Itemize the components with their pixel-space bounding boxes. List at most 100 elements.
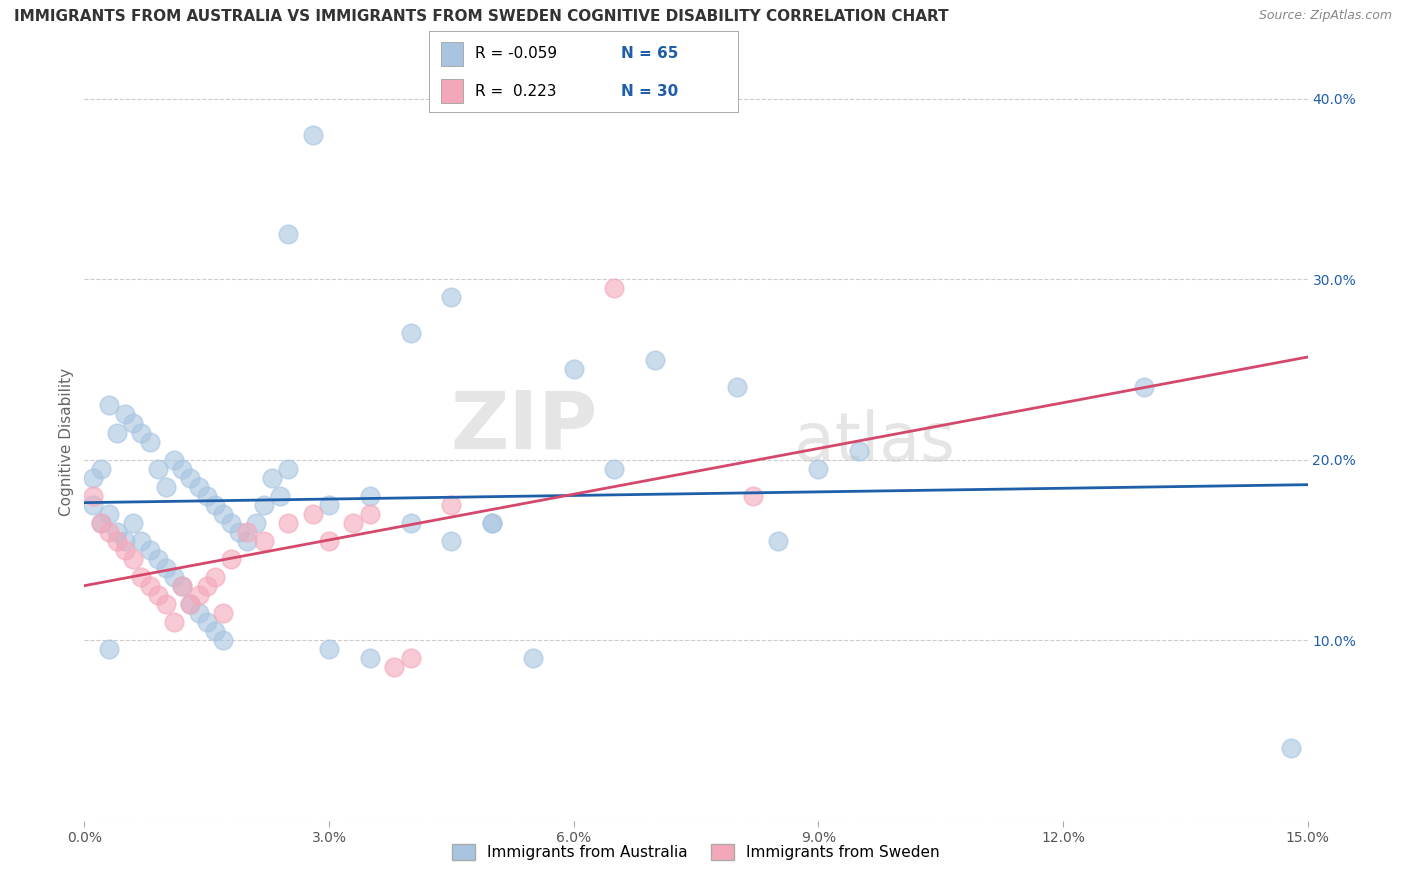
Point (260, 470, 283, 484)
Point (253, 533, 276, 548)
Point (97, 399, 120, 413)
Point (97, 642, 120, 657)
Point (187, 606, 209, 620)
Point (212, 507, 235, 521)
Point (342, 516, 364, 530)
Point (481, 516, 503, 530)
Point (122, 552, 145, 566)
Point (82, 498, 104, 512)
Text: IMMIGRANTS FROM AUSTRALIA VS IMMIGRANTS FROM SWEDEN COGNITIVE DISABILITY CORRELA: IMMIGRANTS FROM AUSTRALIA VS IMMIGRANTS … (14, 9, 949, 24)
Point (212, 633, 235, 648)
Point (187, 588, 209, 602)
Point (1133, 380, 1156, 394)
Point (155, 480, 177, 494)
Point (163, 452, 186, 467)
Point (277, 227, 299, 241)
Point (172, 579, 194, 593)
Point (725, 380, 748, 394)
Point (138, 579, 160, 593)
Point (105, 524, 128, 539)
Point (163, 570, 186, 584)
Point (228, 524, 250, 539)
Point (359, 489, 381, 503)
Point (807, 461, 830, 475)
Point (245, 516, 267, 530)
Point (644, 353, 666, 368)
Point (179, 597, 201, 611)
Point (301, 128, 323, 142)
Point (82, 470, 104, 484)
Point (440, 498, 463, 512)
Point (90, 516, 112, 530)
Point (253, 498, 276, 512)
Point (114, 408, 136, 422)
Point (562, 362, 585, 376)
Point (155, 597, 177, 611)
Point (766, 533, 789, 548)
Text: N = 30: N = 30 (620, 84, 678, 99)
Point (603, 281, 626, 295)
Point (440, 533, 463, 548)
Point (848, 443, 870, 458)
Point (236, 524, 259, 539)
Point (172, 579, 194, 593)
Point (131, 425, 153, 440)
Legend: Immigrants from Australia, Immigrants from Sweden: Immigrants from Australia, Immigrants fr… (446, 838, 946, 866)
FancyBboxPatch shape (441, 42, 463, 66)
Point (105, 533, 128, 548)
Point (204, 498, 226, 512)
Point (440, 290, 463, 304)
Point (359, 507, 381, 521)
Point (146, 461, 169, 475)
Point (277, 516, 299, 530)
Point (318, 642, 340, 657)
Point (172, 461, 194, 475)
Text: R =  0.223: R = 0.223 (475, 84, 557, 99)
Point (399, 326, 422, 341)
Point (82, 489, 104, 503)
Point (97, 507, 120, 521)
Point (131, 570, 153, 584)
Point (219, 516, 242, 530)
Point (179, 597, 201, 611)
Point (146, 552, 169, 566)
Point (318, 498, 340, 512)
Point (204, 624, 226, 639)
Text: ZIP: ZIP (451, 387, 598, 466)
Point (219, 552, 242, 566)
Point (603, 461, 626, 475)
Point (382, 660, 405, 674)
Point (399, 516, 422, 530)
Point (146, 588, 169, 602)
Point (90, 516, 112, 530)
Point (138, 542, 160, 557)
Point (522, 651, 544, 665)
Point (90, 461, 112, 475)
Point (318, 533, 340, 548)
Point (131, 533, 153, 548)
Point (179, 470, 201, 484)
Point (236, 533, 259, 548)
Text: R = -0.059: R = -0.059 (475, 46, 557, 62)
Point (114, 533, 136, 548)
Point (277, 461, 299, 475)
Point (269, 489, 291, 503)
Point (195, 579, 218, 593)
Point (212, 606, 235, 620)
Point (481, 516, 503, 530)
Point (359, 651, 381, 665)
Point (742, 489, 765, 503)
Point (163, 615, 186, 629)
Point (138, 434, 160, 449)
Text: atlas: atlas (794, 409, 955, 475)
Point (105, 425, 128, 440)
Point (399, 651, 422, 665)
Point (195, 615, 218, 629)
Point (114, 542, 136, 557)
Point (301, 507, 323, 521)
Y-axis label: Cognitive Disability: Cognitive Disability (59, 368, 75, 516)
Point (97, 524, 120, 539)
Point (204, 570, 226, 584)
FancyBboxPatch shape (441, 79, 463, 103)
Point (122, 516, 145, 530)
